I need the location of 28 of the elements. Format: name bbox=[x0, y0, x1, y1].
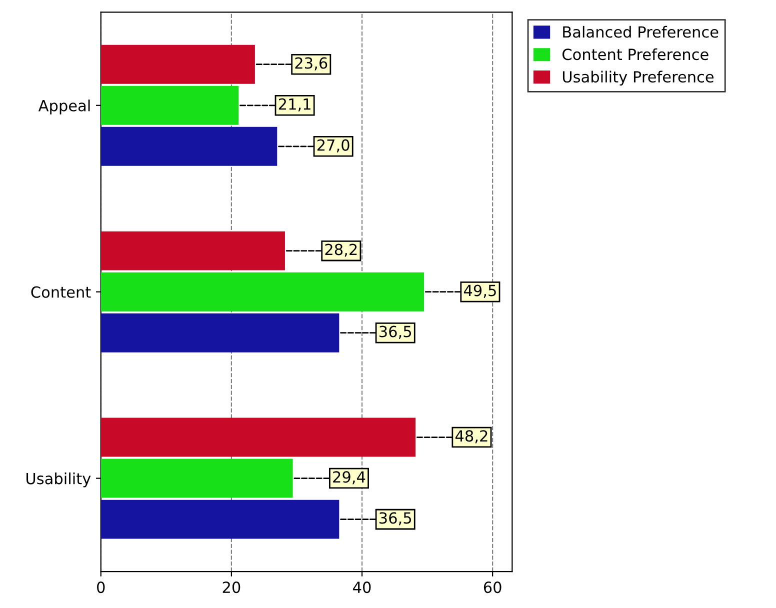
y-tick-label: Usability bbox=[26, 472, 91, 488]
bar bbox=[100, 500, 340, 539]
legend-label: Usability Preference bbox=[562, 70, 714, 86]
bar bbox=[100, 126, 278, 166]
data-label: 49,5 bbox=[464, 284, 496, 298]
bar bbox=[100, 313, 340, 352]
data-label: 28,2 bbox=[325, 244, 357, 257]
data-label: 21,1 bbox=[278, 98, 310, 112]
bar bbox=[100, 418, 416, 457]
bar bbox=[100, 272, 424, 312]
bar bbox=[100, 458, 293, 498]
data-label: 27,0 bbox=[317, 139, 350, 152]
bar bbox=[100, 44, 255, 84]
data-label: 36,5 bbox=[379, 512, 412, 526]
y-tick-label: Content bbox=[31, 286, 91, 298]
data-label: 36,5 bbox=[379, 326, 412, 339]
bar bbox=[100, 86, 239, 125]
bar bbox=[100, 231, 285, 270]
legend-label: Balanced Preference bbox=[563, 26, 718, 38]
x-tick-label: 20 bbox=[222, 582, 240, 594]
x-tick-label: 40 bbox=[353, 582, 371, 594]
data-label: 48,2 bbox=[455, 430, 488, 444]
data-label: 23,6 bbox=[295, 57, 328, 70]
legend-label: Content Preference bbox=[562, 48, 708, 60]
x-tick-label: 60 bbox=[484, 582, 502, 594]
x-tick-label: 0 bbox=[97, 582, 105, 594]
data-label: 29,4 bbox=[333, 471, 366, 484]
y-tick-label: Appeal bbox=[38, 100, 90, 114]
